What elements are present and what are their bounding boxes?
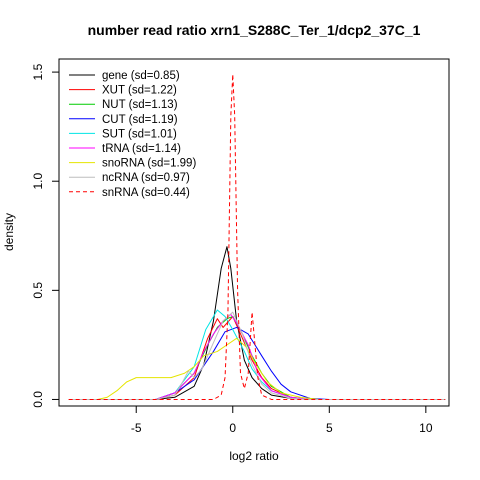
series-line (68, 309, 446, 400)
legend-label: tRNA (sd=1.14) (102, 143, 181, 155)
legend-label: XUT (sd=1.22) (102, 85, 177, 97)
x-tick-label: -5 (131, 421, 142, 435)
y-tick-label: 0.0 (31, 391, 45, 408)
x-tick-label: 0 (229, 421, 236, 435)
legend-label: CUT (sd=1.19) (102, 114, 178, 126)
y-tick-label: 0.5 (31, 282, 45, 299)
x-tick-label: 5 (326, 421, 333, 435)
x-axis-label: log2 ratio (229, 449, 279, 463)
legend: gene (sd=0.85) XUT (sd=1.22) NUT (sd=1.13)… (69, 70, 196, 199)
series-line (68, 73, 446, 400)
legend-label: ncRNA (sd=0.97) (102, 172, 190, 184)
series-line (68, 316, 446, 400)
series-line (68, 246, 446, 400)
series-lines (68, 73, 446, 400)
y-tick-label: 1.0 (31, 173, 45, 190)
legend-label: snRNA (sd=0.44) (102, 187, 190, 199)
legend-label: snoRNA (sd=1.99) (102, 158, 196, 170)
series-line (68, 326, 446, 400)
series-line (68, 337, 446, 400)
y-axis-label: density (2, 213, 16, 251)
legend-label: gene (sd=0.85) (102, 70, 180, 82)
chart-title: number read ratio xrn1_S288C_Ter_1/dcp2_… (88, 22, 421, 38)
y-axis: 0.0 0.5 1.0 1.5 (31, 63, 59, 408)
plot-box (58, 58, 450, 407)
series-line (68, 313, 446, 400)
legend-label: SUT (sd=1.01) (102, 128, 177, 140)
y-tick-label: 1.5 (31, 63, 45, 80)
x-axis: -5 0 5 10 (131, 406, 433, 435)
series-line (68, 316, 446, 400)
legend-label: NUT (sd=1.13) (102, 99, 178, 111)
series-line (68, 311, 446, 400)
x-tick-label: 10 (419, 421, 433, 435)
